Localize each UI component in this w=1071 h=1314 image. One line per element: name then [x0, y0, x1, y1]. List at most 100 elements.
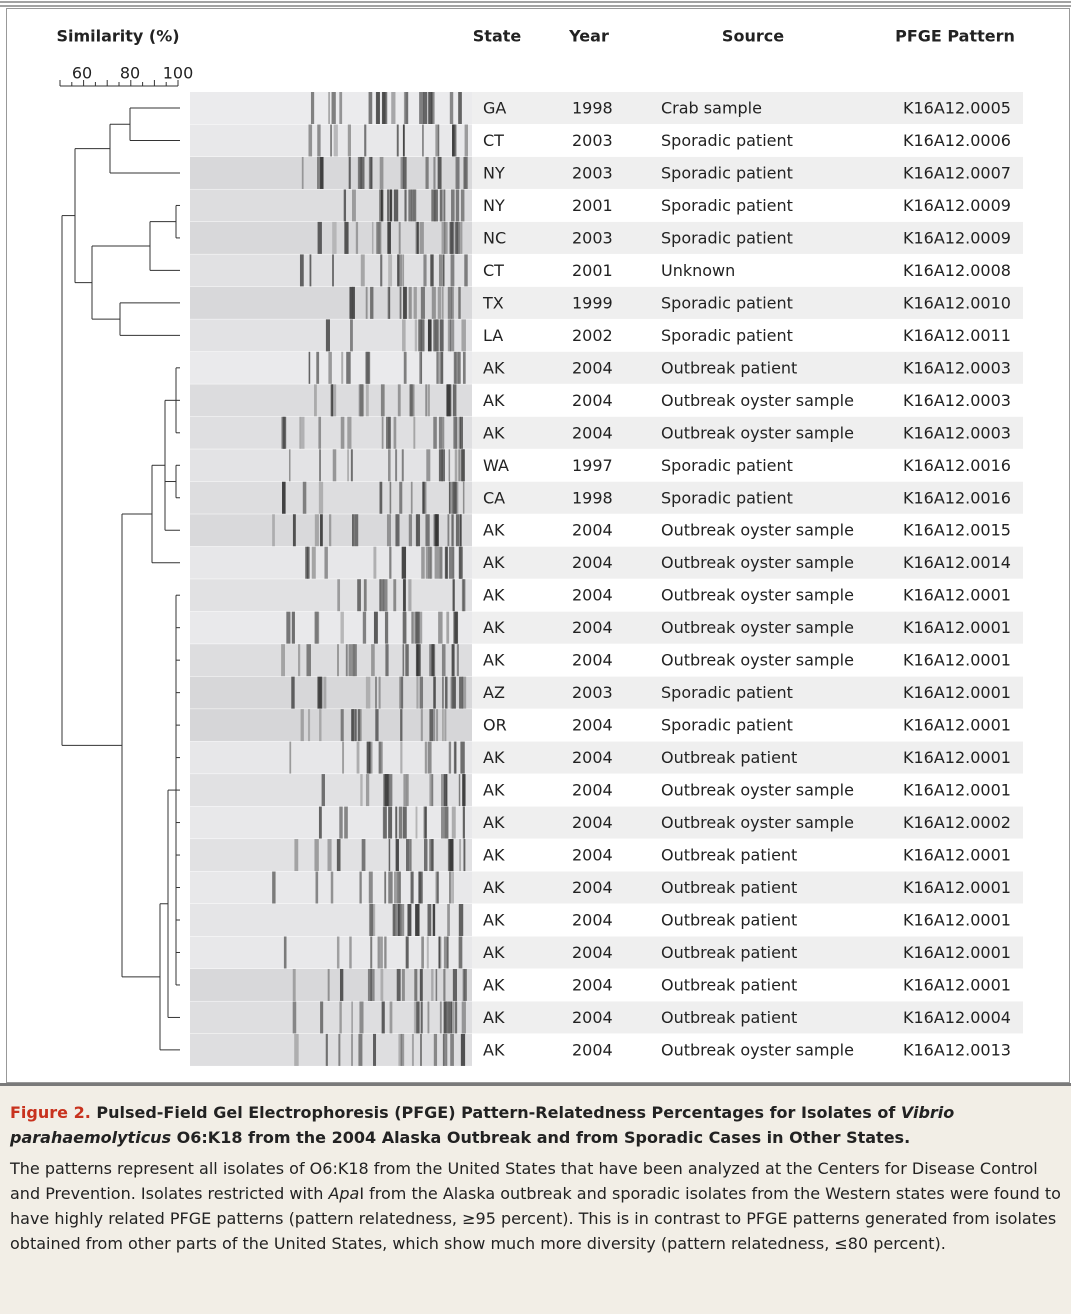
cell: 2003: [572, 163, 613, 182]
gel-band: [406, 839, 410, 871]
gel-band: [431, 969, 433, 1001]
gel-band: [433, 157, 435, 189]
gel-band: [435, 514, 439, 546]
gel-band: [379, 742, 383, 774]
cell: AK: [483, 1008, 505, 1027]
gel-band: [309, 352, 311, 384]
cell: CA: [483, 488, 505, 507]
gel-band: [422, 482, 424, 514]
gel-band: [440, 319, 444, 351]
cell: AK: [483, 1040, 505, 1059]
gel-band: [380, 254, 382, 286]
gel-band: [293, 969, 296, 1001]
gel-band: [375, 709, 378, 741]
cell: K16A12.0013: [903, 1040, 1011, 1059]
gel-band: [360, 157, 364, 189]
gel-band: [459, 839, 461, 871]
gel-band: [332, 92, 336, 124]
gel-band: [361, 254, 365, 286]
gel-band: [363, 612, 366, 644]
gel-band: [429, 839, 433, 871]
gel-band: [448, 839, 450, 871]
gel-band: [460, 514, 462, 546]
cell: CT: [483, 261, 504, 280]
gel-band: [420, 222, 424, 254]
gel-band: [383, 807, 387, 839]
gel-band: [449, 222, 453, 254]
gel-band: [431, 189, 435, 221]
cell: K16A12.0004: [903, 1008, 1011, 1027]
cell: NY: [483, 163, 505, 182]
cell: 2004: [572, 716, 613, 735]
gel-band: [403, 774, 407, 806]
gel-band: [393, 904, 395, 936]
gel-band: [438, 612, 442, 644]
gel-band: [320, 157, 323, 189]
cell: Sporadic patient: [661, 716, 793, 735]
gel-band: [404, 189, 406, 221]
gel-band: [451, 482, 454, 514]
gel-band: [425, 514, 429, 546]
gel-band: [272, 514, 275, 546]
cell: GA: [483, 99, 506, 118]
gel-band: [391, 92, 395, 124]
cell: AK: [483, 586, 505, 605]
gel-band: [461, 189, 464, 221]
gel-band: [403, 124, 405, 156]
gel-band: [443, 417, 445, 449]
gel-lane: [190, 612, 472, 644]
caption-body: The patterns represent all isolates of O…: [10, 1156, 1061, 1256]
gel-lane: [190, 1034, 472, 1066]
gel-lane: [190, 287, 472, 319]
gel-band: [455, 1001, 457, 1033]
gel-band: [281, 644, 285, 676]
gel-band: [436, 352, 438, 384]
gel-band: [441, 807, 444, 839]
cell: 2004: [572, 943, 613, 962]
gel-band: [381, 189, 384, 221]
cell: Outbreak oyster sample: [661, 521, 854, 540]
gel-band: [443, 1034, 445, 1066]
gel-band: [458, 92, 462, 124]
gel-band: [300, 254, 304, 286]
gel-band: [424, 839, 427, 871]
gel-lane: [190, 936, 472, 968]
cell: K16A12.0010: [903, 293, 1011, 312]
gel-band: [454, 742, 456, 774]
gel-band: [453, 969, 457, 1001]
gel-band: [403, 644, 405, 676]
gel-band: [366, 677, 370, 709]
gel-band: [358, 709, 361, 741]
gel-band: [448, 287, 452, 319]
gel-band: [319, 482, 323, 514]
cell: K16A12.0001: [903, 716, 1011, 735]
gel-band: [419, 92, 423, 124]
gel-band: [388, 287, 390, 319]
gel-band: [431, 92, 434, 124]
gel-band: [453, 384, 457, 416]
cell: Outbreak oyster sample: [661, 781, 854, 800]
cell: 2004: [572, 358, 613, 377]
gel-band: [400, 904, 404, 936]
cell: K16A12.0002: [903, 813, 1011, 832]
gel-band: [349, 936, 351, 968]
gel-band: [356, 222, 358, 254]
gel-band: [408, 189, 412, 221]
gel-band: [403, 579, 406, 611]
gel-band: [443, 969, 445, 1001]
gel-band: [427, 936, 429, 968]
cell: 2001: [572, 261, 613, 280]
gel-band: [459, 417, 461, 449]
gel-band: [446, 547, 448, 579]
gel-band: [358, 1034, 362, 1066]
gel-band: [401, 157, 404, 189]
cell: AK: [483, 748, 505, 767]
gel-band: [447, 904, 450, 936]
gel-band: [450, 92, 453, 124]
gel-band: [461, 319, 465, 351]
gel-band: [311, 92, 314, 124]
gel-band: [362, 839, 366, 871]
gel-band: [433, 677, 436, 709]
gel-band: [387, 189, 390, 221]
gel-band: [382, 1001, 385, 1033]
